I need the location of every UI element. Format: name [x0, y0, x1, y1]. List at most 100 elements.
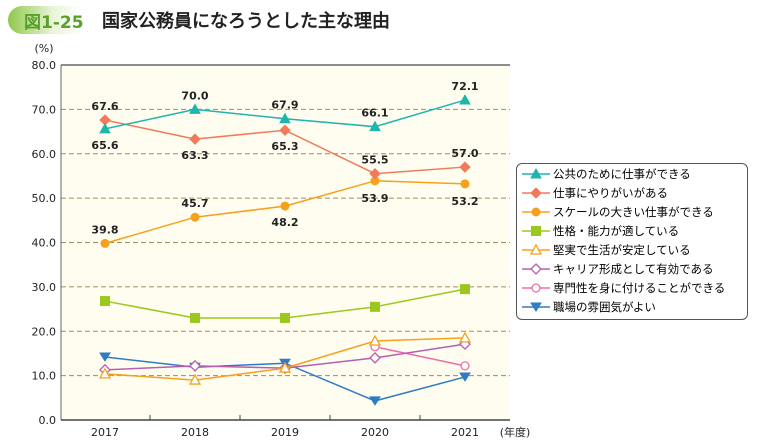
- marker-triangle: [279, 112, 291, 124]
- figure-label: 図1-25: [24, 13, 84, 33]
- marker-diamond: [369, 351, 381, 364]
- marker-triangle: [99, 122, 111, 134]
- marker-triangle: [368, 334, 382, 346]
- marker-square: [370, 301, 380, 312]
- data-label: 45.7: [181, 197, 208, 210]
- legend-item: 公共のために仕事ができる: [517, 164, 747, 183]
- legend-label: 公共のために仕事ができる: [553, 166, 691, 181]
- legend-label: 仕事にやりがいがある: [553, 185, 668, 200]
- marker-square: [190, 312, 200, 323]
- data-label: 65.6: [91, 139, 118, 152]
- y-tick-label: 40.0: [32, 237, 57, 250]
- x-axis-unit: (年度): [500, 425, 531, 439]
- marker-square: [531, 225, 541, 236]
- marker-circle: [460, 361, 470, 371]
- data-label: 70.0: [181, 89, 208, 102]
- marker-triangle-down: [369, 396, 381, 406]
- legend-swatch-icon: [522, 186, 550, 199]
- y-tick-label: 10.0: [32, 370, 57, 383]
- y-tick-label: 30.0: [32, 281, 57, 294]
- legend-item: 専門性を身に付けることができる: [517, 278, 747, 297]
- marker-square: [280, 312, 290, 323]
- legend-swatch-icon: [522, 243, 550, 255]
- y-tick-label: 80.0: [32, 59, 57, 72]
- data-label: 65.3: [271, 140, 298, 153]
- marker-circle: [190, 212, 200, 222]
- legend: 公共のために仕事ができる 仕事にやりがいがあるスケールの大きい仕事ができる 性格・能…: [516, 163, 748, 320]
- data-label: 57.0: [451, 147, 478, 160]
- legend-item: スケールの大きい仕事ができる: [517, 202, 747, 221]
- series-line: [374, 346, 466, 367]
- series-4: [98, 331, 472, 385]
- x-tick-label: 2019: [271, 426, 299, 439]
- marker-diamond: [189, 133, 201, 145]
- x-tick-label: 2020: [361, 426, 389, 439]
- marker-triangle: [458, 331, 472, 343]
- data-label: 53.2: [451, 195, 478, 208]
- marker-triangle: [369, 120, 381, 132]
- legend-label: 専門性を身に付けることができる: [553, 280, 726, 295]
- marker-triangle: [188, 373, 202, 385]
- y-tick-label: 0.0: [39, 414, 57, 427]
- data-label: 53.9: [361, 192, 388, 205]
- marker-triangle: [530, 167, 542, 178]
- data-label: 72.1: [451, 80, 478, 93]
- marker-diamond: [369, 168, 381, 180]
- data-label: 39.8: [91, 223, 118, 236]
- marker-circle: [531, 282, 541, 293]
- marker-circle: [460, 179, 470, 189]
- marker-triangle-down: [459, 372, 471, 382]
- legend-swatch-icon: [522, 167, 550, 178]
- marker-diamond: [279, 124, 291, 136]
- legend-swatch-icon: [522, 225, 550, 236]
- data-label: 48.2: [271, 216, 298, 229]
- legend-swatch-icon: [522, 282, 550, 293]
- marker-triangle: [459, 94, 471, 105]
- marker-triangle: [98, 367, 112, 379]
- legend-item: 職場の雰囲気がよい: [517, 297, 747, 316]
- marker-square: [100, 296, 110, 307]
- legend-label: 性格・能力が適している: [553, 223, 680, 238]
- x-tick-label: 2017: [91, 426, 119, 439]
- legend-label: スケールの大きい仕事ができる: [553, 204, 714, 219]
- series-3: [100, 284, 470, 323]
- data-label: 67.6: [91, 100, 118, 113]
- marker-triangle-down: [530, 302, 542, 312]
- series-1: [99, 114, 471, 180]
- legend-item: 仕事にやりがいがある: [517, 183, 747, 202]
- marker-square: [460, 284, 470, 295]
- legend-label: キャリア形成として有効である: [553, 261, 714, 276]
- x-tick-label: 2018: [181, 426, 209, 439]
- y-tick-label: 60.0: [32, 148, 57, 161]
- marker-diamond: [530, 262, 542, 275]
- data-label: 67.9: [271, 99, 298, 112]
- y-tick-label: 50.0: [32, 192, 57, 205]
- marker-circle: [100, 238, 110, 248]
- y-tick-label: 20.0: [32, 325, 57, 338]
- marker-triangle: [529, 243, 543, 255]
- x-tick-label: 2021: [451, 426, 479, 439]
- data-label: 66.1: [361, 107, 388, 120]
- marker-triangle: [278, 361, 292, 373]
- legend-label: 職場の雰囲気がよい: [553, 299, 656, 314]
- figure-badge: [8, 6, 82, 34]
- marker-circle: [531, 207, 541, 216]
- series-0: [99, 94, 471, 134]
- marker-triangle: [189, 103, 201, 114]
- legend-item: 性格・能力が適している: [517, 221, 747, 240]
- marker-triangle-down: [99, 352, 111, 362]
- marker-diamond: [530, 186, 542, 199]
- series-2: [100, 176, 470, 248]
- legend-swatch-icon: [522, 302, 550, 312]
- marker-circle: [280, 201, 290, 211]
- chart-title: 国家公務員になろうとした主な理由: [102, 11, 390, 32]
- legend-item: キャリア形成として有効である: [517, 259, 747, 278]
- data-label: 63.3: [181, 149, 208, 162]
- marker-diamond: [189, 359, 201, 372]
- legend-label: 堅実で生活が安定している: [553, 242, 691, 257]
- legend-item: 堅実で生活が安定している: [517, 240, 747, 259]
- y-tick-label: 70.0: [32, 103, 57, 116]
- data-label: 55.5: [361, 154, 388, 167]
- marker-diamond: [459, 161, 471, 173]
